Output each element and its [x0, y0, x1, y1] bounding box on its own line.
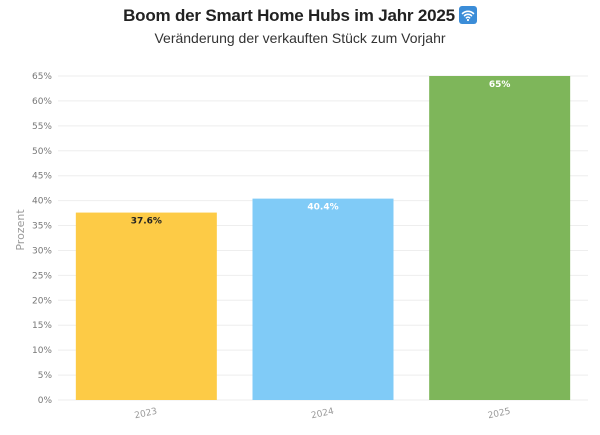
data-label-2023: 37.6%: [131, 217, 162, 227]
wifi-icon: [458, 6, 477, 24]
x-tick-label: 2025: [487, 407, 511, 422]
y-tick-label: 15%: [32, 321, 52, 331]
bar-2024: [252, 198, 394, 400]
chart-subtitle: Veränderung der verkauften Stück zum Vor…: [154, 30, 446, 46]
bar-2023: [75, 212, 217, 400]
bar-2025: [429, 76, 571, 400]
y-axis-title: Prozent: [14, 209, 27, 251]
chart-header: Boom der Smart Home Hubs im Jahr 2025: [0, 6, 600, 26]
x-tick-label: 2024: [310, 407, 335, 422]
y-tick-label: 30%: [32, 246, 52, 256]
chart-title: Boom der Smart Home Hubs im Jahr 2025: [123, 6, 455, 25]
bars: [75, 76, 571, 400]
y-tick-label: 5%: [38, 371, 53, 381]
y-tick-label: 35%: [32, 222, 52, 232]
data-label-2024: 40.4%: [307, 203, 338, 213]
x-axis-ticks: 2023 2024 2025: [134, 407, 512, 422]
data-labels: 37.6% 40.4% 65%: [131, 80, 511, 227]
y-tick-label: 20%: [32, 296, 52, 306]
y-tick-label: 25%: [32, 271, 52, 281]
x-tick-label: 2023: [134, 407, 158, 422]
y-tick-label: 55%: [32, 122, 52, 132]
y-tick-label: 60%: [32, 97, 52, 107]
y-tick-label: 65%: [32, 72, 52, 82]
y-tick-label: 10%: [32, 346, 52, 356]
y-tick-label: 40%: [32, 197, 52, 207]
data-label-2025: 65%: [489, 80, 511, 90]
y-axis-ticks: 0% 5% 10% 15% 20% 25% 30% 35% 40% 45% 50% 55% 60% 65%: [32, 72, 52, 406]
y-tick-label: 50%: [32, 147, 52, 157]
y-tick-label: 0%: [38, 396, 53, 406]
y-tick-label: 45%: [32, 172, 52, 182]
